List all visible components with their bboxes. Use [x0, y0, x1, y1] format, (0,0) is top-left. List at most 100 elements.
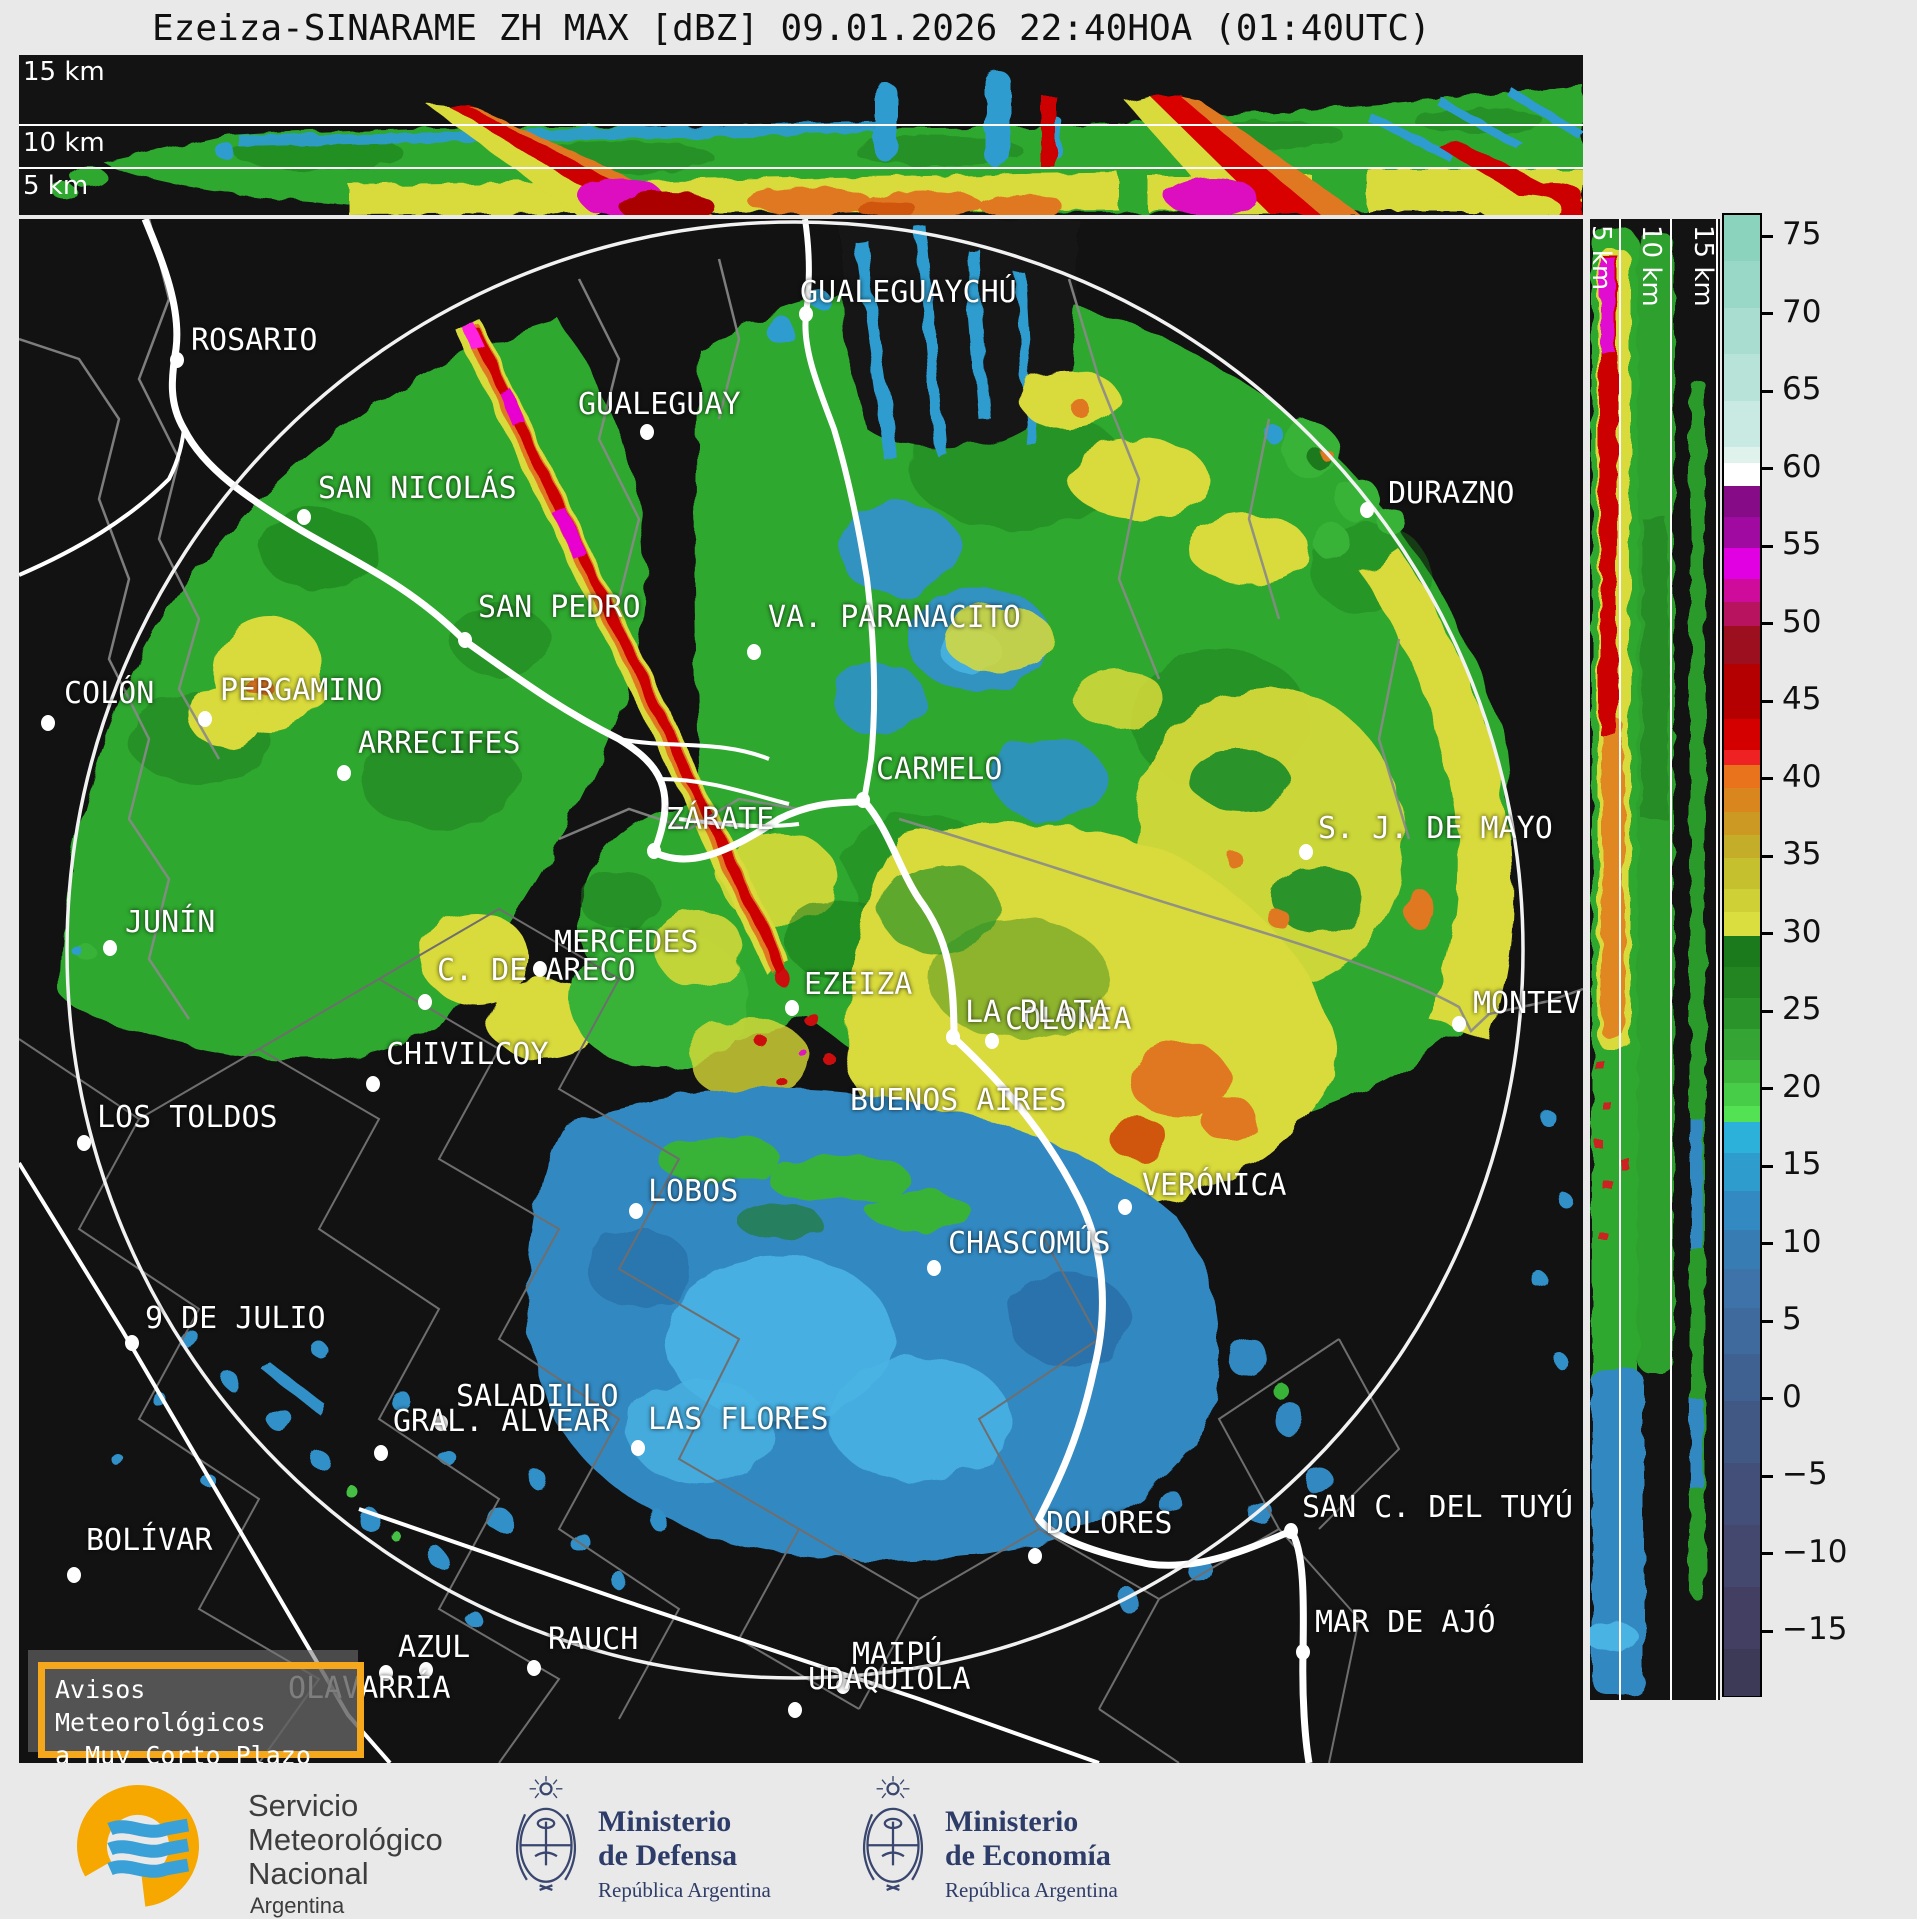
colorbar-segment — [1724, 1106, 1760, 1123]
ministerio-defensa-wordmark: Ministerio de Defensa — [598, 1805, 737, 1873]
warning-line-2: a Muy Corto Plazo — [55, 1741, 311, 1763]
city-label: S. J. DE MAYO — [1318, 811, 1553, 846]
right-cross-section-graphic — [1590, 229, 1705, 1694]
colorbar-segment — [1724, 548, 1760, 580]
city-label: VERÓNICA — [1142, 1168, 1287, 1203]
city-label: COLONIA — [1005, 1002, 1132, 1037]
colorbar-segment — [1724, 1307, 1760, 1355]
city-label: AZUL — [398, 1630, 471, 1665]
colorbar-tick-mark — [1760, 854, 1773, 858]
colorbar-segment — [1724, 1462, 1760, 1526]
smn-logo-icon — [77, 1785, 199, 1907]
colorbar-segment — [1724, 1524, 1760, 1588]
city-label: SAN PEDRO — [478, 590, 641, 625]
colorbar-tick-label: 75 — [1782, 216, 1822, 253]
city-label: LOBOS — [648, 1174, 739, 1209]
city-dot — [799, 306, 813, 322]
warning-box[interactable]: Avisos Meteorológicos a Muy Corto Plazo — [38, 1662, 364, 1763]
colorbar-tick-mark — [1760, 234, 1773, 238]
colorbar-tick-label: 10 — [1782, 1223, 1822, 1260]
smn-line-1: Servicio — [248, 1788, 359, 1823]
colorbar-segment — [1724, 1586, 1760, 1650]
city-label: C. DE ARECO — [437, 953, 636, 988]
smn-argentina-label: Argentina — [250, 1893, 345, 1918]
colorbar-tick-mark — [1760, 544, 1773, 548]
ministerio-economia-crest-icon — [862, 1776, 924, 1892]
footer: Servicio Meteorológico Nacional Argentin… — [0, 1763, 1917, 1918]
city-dot — [640, 424, 654, 440]
city-label: UDAQUIOLA — [808, 1662, 971, 1697]
city-label: CHASCOMÚS — [948, 1226, 1111, 1261]
city-label: CHIVILCOY — [386, 1037, 549, 1072]
colorbar-tick-mark — [1760, 1552, 1773, 1556]
city-label: PERGAMINO — [220, 673, 383, 708]
colorbar-segment — [1724, 400, 1760, 449]
city-dot — [125, 1335, 139, 1351]
city-label: SALADILLO — [456, 1379, 619, 1414]
colorbar-segment — [1724, 1354, 1760, 1402]
city-label: SAN C. DEL TUYÚ — [1302, 1490, 1573, 1525]
colorbar-tick-label: 70 — [1782, 293, 1822, 330]
county-boundaries — [19, 907, 1401, 1763]
city-label: LOS TOLDOS — [97, 1100, 278, 1135]
colorbar-segment — [1724, 749, 1760, 766]
top-panel-10km-gridline — [19, 124, 1583, 126]
colorbar-segment — [1724, 579, 1760, 604]
right-panel-echoes — [1590, 229, 1705, 1694]
colorbar-segment — [1724, 912, 1760, 937]
city-dot — [418, 994, 432, 1010]
city-dot — [77, 1135, 91, 1151]
city-label: BOLÍVAR — [86, 1523, 213, 1558]
smn-line-2: Meteorológico — [248, 1822, 443, 1857]
city-dot — [836, 1678, 850, 1694]
right-panel-15km-gridline — [1716, 219, 1718, 1700]
colorbar-tick-label: 0 — [1782, 1378, 1802, 1415]
colorbar-tick-label: 65 — [1782, 371, 1822, 408]
city-label: BUENOS AIRES — [850, 1083, 1067, 1118]
city-label: 9 DE JULIO — [145, 1301, 326, 1336]
city-dot — [198, 711, 212, 727]
city-label: GRAL. ALVEAR — [393, 1404, 610, 1439]
colorbar-segment — [1724, 447, 1760, 464]
colorbar-segment — [1724, 1059, 1760, 1084]
colorbar-segment — [1724, 834, 1760, 859]
city-dot — [297, 509, 311, 525]
city-dot — [927, 1260, 941, 1276]
colorbar-segment — [1724, 462, 1760, 487]
colorbar-segment — [1724, 664, 1760, 720]
colorbar-tick-label: 50 — [1782, 603, 1822, 640]
colorbar-segment — [1724, 1152, 1760, 1192]
colorbar-tick-label: 30 — [1782, 913, 1822, 950]
top-cross-section-graphic — [52, 71, 1583, 215]
city-label: VA. PARANACITO — [768, 600, 1021, 635]
colorbar-tick-label: 25 — [1782, 991, 1822, 1028]
colorbar-segment — [1724, 602, 1760, 627]
city-dot — [1296, 1644, 1310, 1660]
colorbar-segment — [1724, 625, 1760, 665]
colorbar-tick-label: −10 — [1782, 1533, 1848, 1570]
city-label: GUALEGUAY — [578, 387, 741, 422]
colorbar-tick-label: −15 — [1782, 1611, 1848, 1647]
city-dot — [434, 1415, 448, 1431]
city-dot — [946, 1029, 960, 1045]
dbz-colorbar — [1722, 213, 1762, 1697]
city-dot — [533, 961, 547, 977]
ministerio-defensa-crest-icon — [515, 1776, 577, 1892]
colorbar-tick-label: 15 — [1782, 1146, 1822, 1183]
city-dot — [41, 715, 55, 731]
colorbar-tick-mark — [1760, 467, 1773, 471]
province-boundaries — [19, 219, 1583, 1034]
city-label: ZÁRATE — [666, 802, 775, 837]
city-dot — [337, 765, 351, 781]
colorbar-segment — [1724, 1191, 1760, 1231]
colorbar-tick-mark — [1760, 699, 1773, 703]
colorbar-tick-mark — [1760, 1242, 1773, 1246]
city-dot — [103, 940, 117, 956]
top-cross-section-panel: 15 km 10 km 5 km — [19, 55, 1583, 215]
ministerio-economia-wordmark: Ministerio de Economía — [945, 1805, 1111, 1873]
colorbar-segment — [1724, 354, 1760, 402]
page-title: Ezeiza-SINARAME ZH MAX [dBZ] 09.01.2026 … — [152, 8, 1431, 49]
economia-line-1: Ministerio — [945, 1805, 1079, 1838]
colorbar-segment — [1724, 889, 1760, 913]
